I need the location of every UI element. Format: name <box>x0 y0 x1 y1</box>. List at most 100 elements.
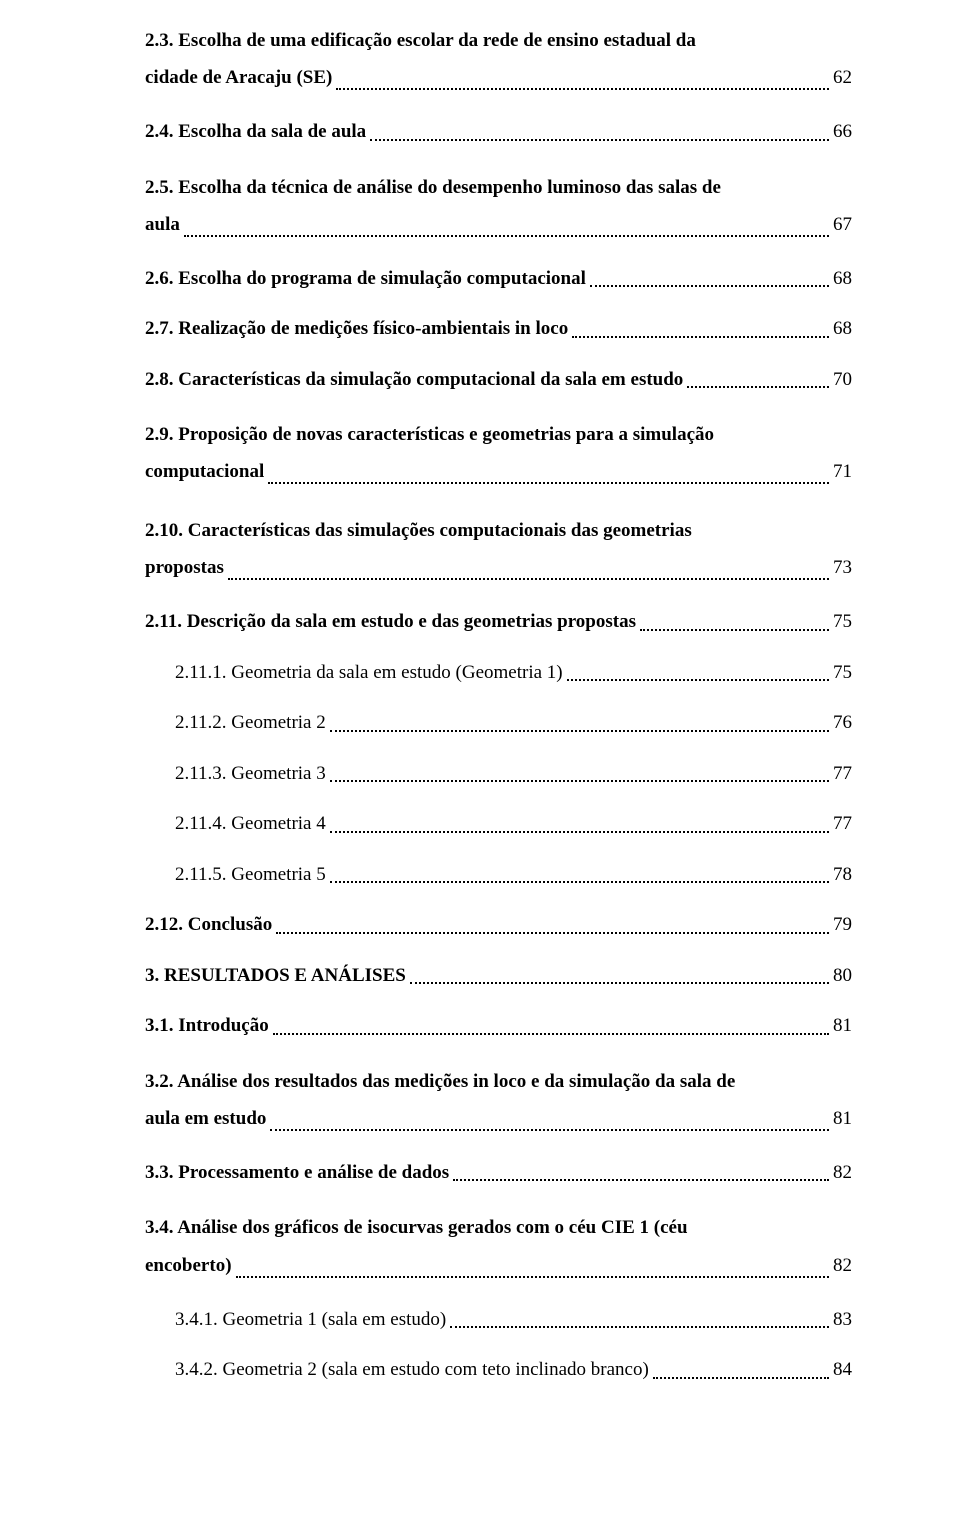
toc-entry-text-line2: propostas <box>145 549 224 586</box>
toc-entry-text: 3.4.2. Geometria 2 (sala em estudo com t… <box>175 1356 649 1385</box>
toc-entry-text-line2: computacional <box>145 453 264 490</box>
toc-entry: 2.11.5. Geometria 5 78 <box>145 861 852 890</box>
toc-entry-page: 77 <box>833 810 852 839</box>
toc-entry: 3.3. Processamento e análise de dados 82 <box>145 1159 852 1188</box>
toc-leader-dots <box>330 779 829 782</box>
toc-entry-line2: aula em estudo 81 <box>145 1100 852 1137</box>
toc-entry-page: 66 <box>833 118 852 147</box>
toc-entry-text-line2: aula <box>145 206 180 243</box>
toc-leader-dots <box>270 1128 829 1131</box>
toc-entry-text-line1: 3.2. Análise dos resultados das medições… <box>145 1063 852 1100</box>
toc-entry-page: 75 <box>833 659 852 688</box>
toc-entry-page: 73 <box>833 549 852 586</box>
toc-entry: 2.6. Escolha do programa de simulação co… <box>145 265 852 294</box>
toc-entry: 3.4.1. Geometria 1 (sala em estudo) 83 <box>145 1306 852 1335</box>
toc-leader-dots <box>410 981 829 984</box>
toc-leader-dots <box>273 1032 829 1035</box>
toc-entry: 3.1. Introdução 81 <box>145 1012 852 1041</box>
toc-entry: 2.9. Proposição de novas características… <box>145 416 852 490</box>
toc-entry-line2: aula 67 <box>145 206 852 243</box>
toc-leader-dots <box>330 729 829 732</box>
toc-leader-dots <box>450 1325 829 1328</box>
toc-entry-text: 2.8. Características da simulação comput… <box>145 366 683 395</box>
toc-entry-text: 2.11.4. Geometria 4 <box>175 810 326 839</box>
toc-entry-text: 2.4. Escolha da sala de aula <box>145 118 366 147</box>
toc-entry: 3.4. Análise dos gráficos de isocurvas g… <box>145 1209 852 1283</box>
toc-entry-text: 3. RESULTADOS E ANÁLISES <box>145 962 406 991</box>
toc-entry-text: 2.11.3. Geometria 3 <box>175 760 326 789</box>
toc-entry: 2.5. Escolha da técnica de análise do de… <box>145 169 852 243</box>
toc-entry-line2: computacional 71 <box>145 453 852 490</box>
toc-entry-text: 2.11.5. Geometria 5 <box>175 861 326 890</box>
toc-entry-text-line1: 2.10. Características das simulações com… <box>145 512 852 549</box>
toc-entry-page: 68 <box>833 315 852 344</box>
toc-entry: 2.11.2. Geometria 2 76 <box>145 709 852 738</box>
toc-leader-dots <box>453 1178 829 1181</box>
toc-entry-text: 2.7. Realização de medições físico-ambie… <box>145 315 568 344</box>
toc-leader-dots <box>330 830 829 833</box>
toc-entry: 2.10. Características das simulações com… <box>145 512 852 586</box>
toc-entry: 2.4. Escolha da sala de aula 66 <box>145 118 852 147</box>
toc-entry: 2.11.3. Geometria 3 77 <box>145 760 852 789</box>
toc-entry-page: 71 <box>833 453 852 490</box>
toc-entry-text: 3.3. Processamento e análise de dados <box>145 1159 449 1188</box>
toc-entry-page: 76 <box>833 709 852 738</box>
toc-entry: 3. RESULTADOS E ANÁLISES 80 <box>145 962 852 991</box>
toc-entry-page: 70 <box>833 366 852 395</box>
toc-entry-page: 81 <box>833 1012 852 1041</box>
toc-entry-page: 79 <box>833 911 852 940</box>
toc-entry-text: 3.4.1. Geometria 1 (sala em estudo) <box>175 1306 446 1335</box>
toc-entry-line2: propostas 73 <box>145 549 852 586</box>
toc-leader-dots <box>268 481 829 484</box>
toc-entry-page: 81 <box>833 1100 852 1137</box>
toc-entry-text-line2: aula em estudo <box>145 1100 266 1137</box>
toc-entry-page: 80 <box>833 962 852 991</box>
toc-entry: 3.2. Análise dos resultados das medições… <box>145 1063 852 1137</box>
toc-entry: 2.11.1. Geometria da sala em estudo (Geo… <box>145 659 852 688</box>
toc-entry-page: 82 <box>833 1159 852 1188</box>
toc-page: 2.3. Escolha de uma edificação escolar d… <box>0 0 960 1425</box>
toc-entry: 2.8. Características da simulação comput… <box>145 366 852 395</box>
toc-leader-dots <box>567 678 829 681</box>
toc-entry-text: 2.11.1. Geometria da sala em estudo (Geo… <box>175 659 563 688</box>
toc-entry-page: 82 <box>833 1247 852 1284</box>
toc-entry-text: 2.11. Descrição da sala em estudo e das … <box>145 608 636 637</box>
toc-entry-page: 83 <box>833 1306 852 1335</box>
toc-entry-text-line2: encoberto) <box>145 1247 232 1284</box>
toc-entry-text: 2.12. Conclusão <box>145 911 272 940</box>
toc-entry: 2.11. Descrição da sala em estudo e das … <box>145 608 852 637</box>
toc-leader-dots <box>276 931 829 934</box>
toc-leader-dots <box>370 138 829 141</box>
toc-entry-line2: cidade de Aracaju (SE) 62 <box>145 59 852 96</box>
toc-leader-dots <box>236 1275 829 1278</box>
toc-entry-page: 68 <box>833 265 852 294</box>
toc-entry-text: 2.11.2. Geometria 2 <box>175 709 326 738</box>
toc-entry-text-line1: 2.3. Escolha de uma edificação escolar d… <box>145 22 852 59</box>
toc-entry-page: 67 <box>833 206 852 243</box>
toc-leader-dots <box>228 577 829 580</box>
toc-entry-text-line1: 2.9. Proposição de novas características… <box>145 416 852 453</box>
toc-entry-text: 2.6. Escolha do programa de simulação co… <box>145 265 586 294</box>
toc-leader-dots <box>640 628 829 631</box>
toc-entry-page: 75 <box>833 608 852 637</box>
toc-entry-page: 77 <box>833 760 852 789</box>
toc-leader-dots <box>590 284 829 287</box>
toc-leader-dots <box>572 335 829 338</box>
toc-entry: 2.3. Escolha de uma edificação escolar d… <box>145 22 852 96</box>
toc-entry-text: 3.1. Introdução <box>145 1012 269 1041</box>
toc-leader-dots <box>184 234 829 237</box>
toc-entry-page: 84 <box>833 1356 852 1385</box>
toc-entry-page: 78 <box>833 861 852 890</box>
toc-entry-page: 62 <box>833 59 852 96</box>
toc-leader-dots <box>336 87 829 90</box>
toc-entry-text-line1: 3.4. Análise dos gráficos de isocurvas g… <box>145 1209 852 1246</box>
toc-entry: 2.7. Realização de medições físico-ambie… <box>145 315 852 344</box>
toc-entry: 2.11.4. Geometria 4 77 <box>145 810 852 839</box>
toc-leader-dots <box>653 1376 829 1379</box>
toc-leader-dots <box>330 880 829 883</box>
toc-entry-line2: encoberto) 82 <box>145 1247 852 1284</box>
toc-entry-text-line1: 2.5. Escolha da técnica de análise do de… <box>145 169 852 206</box>
toc-leader-dots <box>687 385 829 388</box>
toc-entry-text-line2: cidade de Aracaju (SE) <box>145 59 332 96</box>
toc-entry: 3.4.2. Geometria 2 (sala em estudo com t… <box>145 1356 852 1385</box>
